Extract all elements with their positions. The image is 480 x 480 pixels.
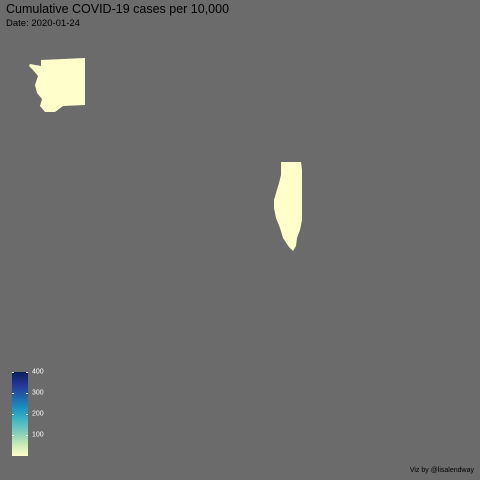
map-date: Date: 2020-01-24 [6, 18, 80, 29]
legend-tick [12, 435, 14, 436]
legend-tick [26, 393, 28, 394]
legend-tick [12, 372, 14, 373]
map-title: Cumulative COVID-19 cases per 10,000 [6, 2, 230, 16]
legend-tick [12, 414, 14, 415]
legend-tick [26, 414, 28, 415]
legend-tick-label: 300 [32, 389, 44, 397]
color-legend: 100 200 300 400 [10, 368, 50, 458]
legend-tick [26, 372, 28, 373]
legend-tick [12, 393, 14, 394]
legend-tick-label: 200 [32, 410, 44, 418]
state-illinois [274, 162, 302, 251]
legend-tick-label: 100 [32, 431, 44, 439]
legend-color-bar [12, 372, 28, 456]
legend-tick [26, 435, 28, 436]
legend-tick-label: 400 [32, 368, 44, 376]
state-washington [29, 58, 85, 112]
viz-credit: Viz by @lisalendway [409, 467, 474, 474]
